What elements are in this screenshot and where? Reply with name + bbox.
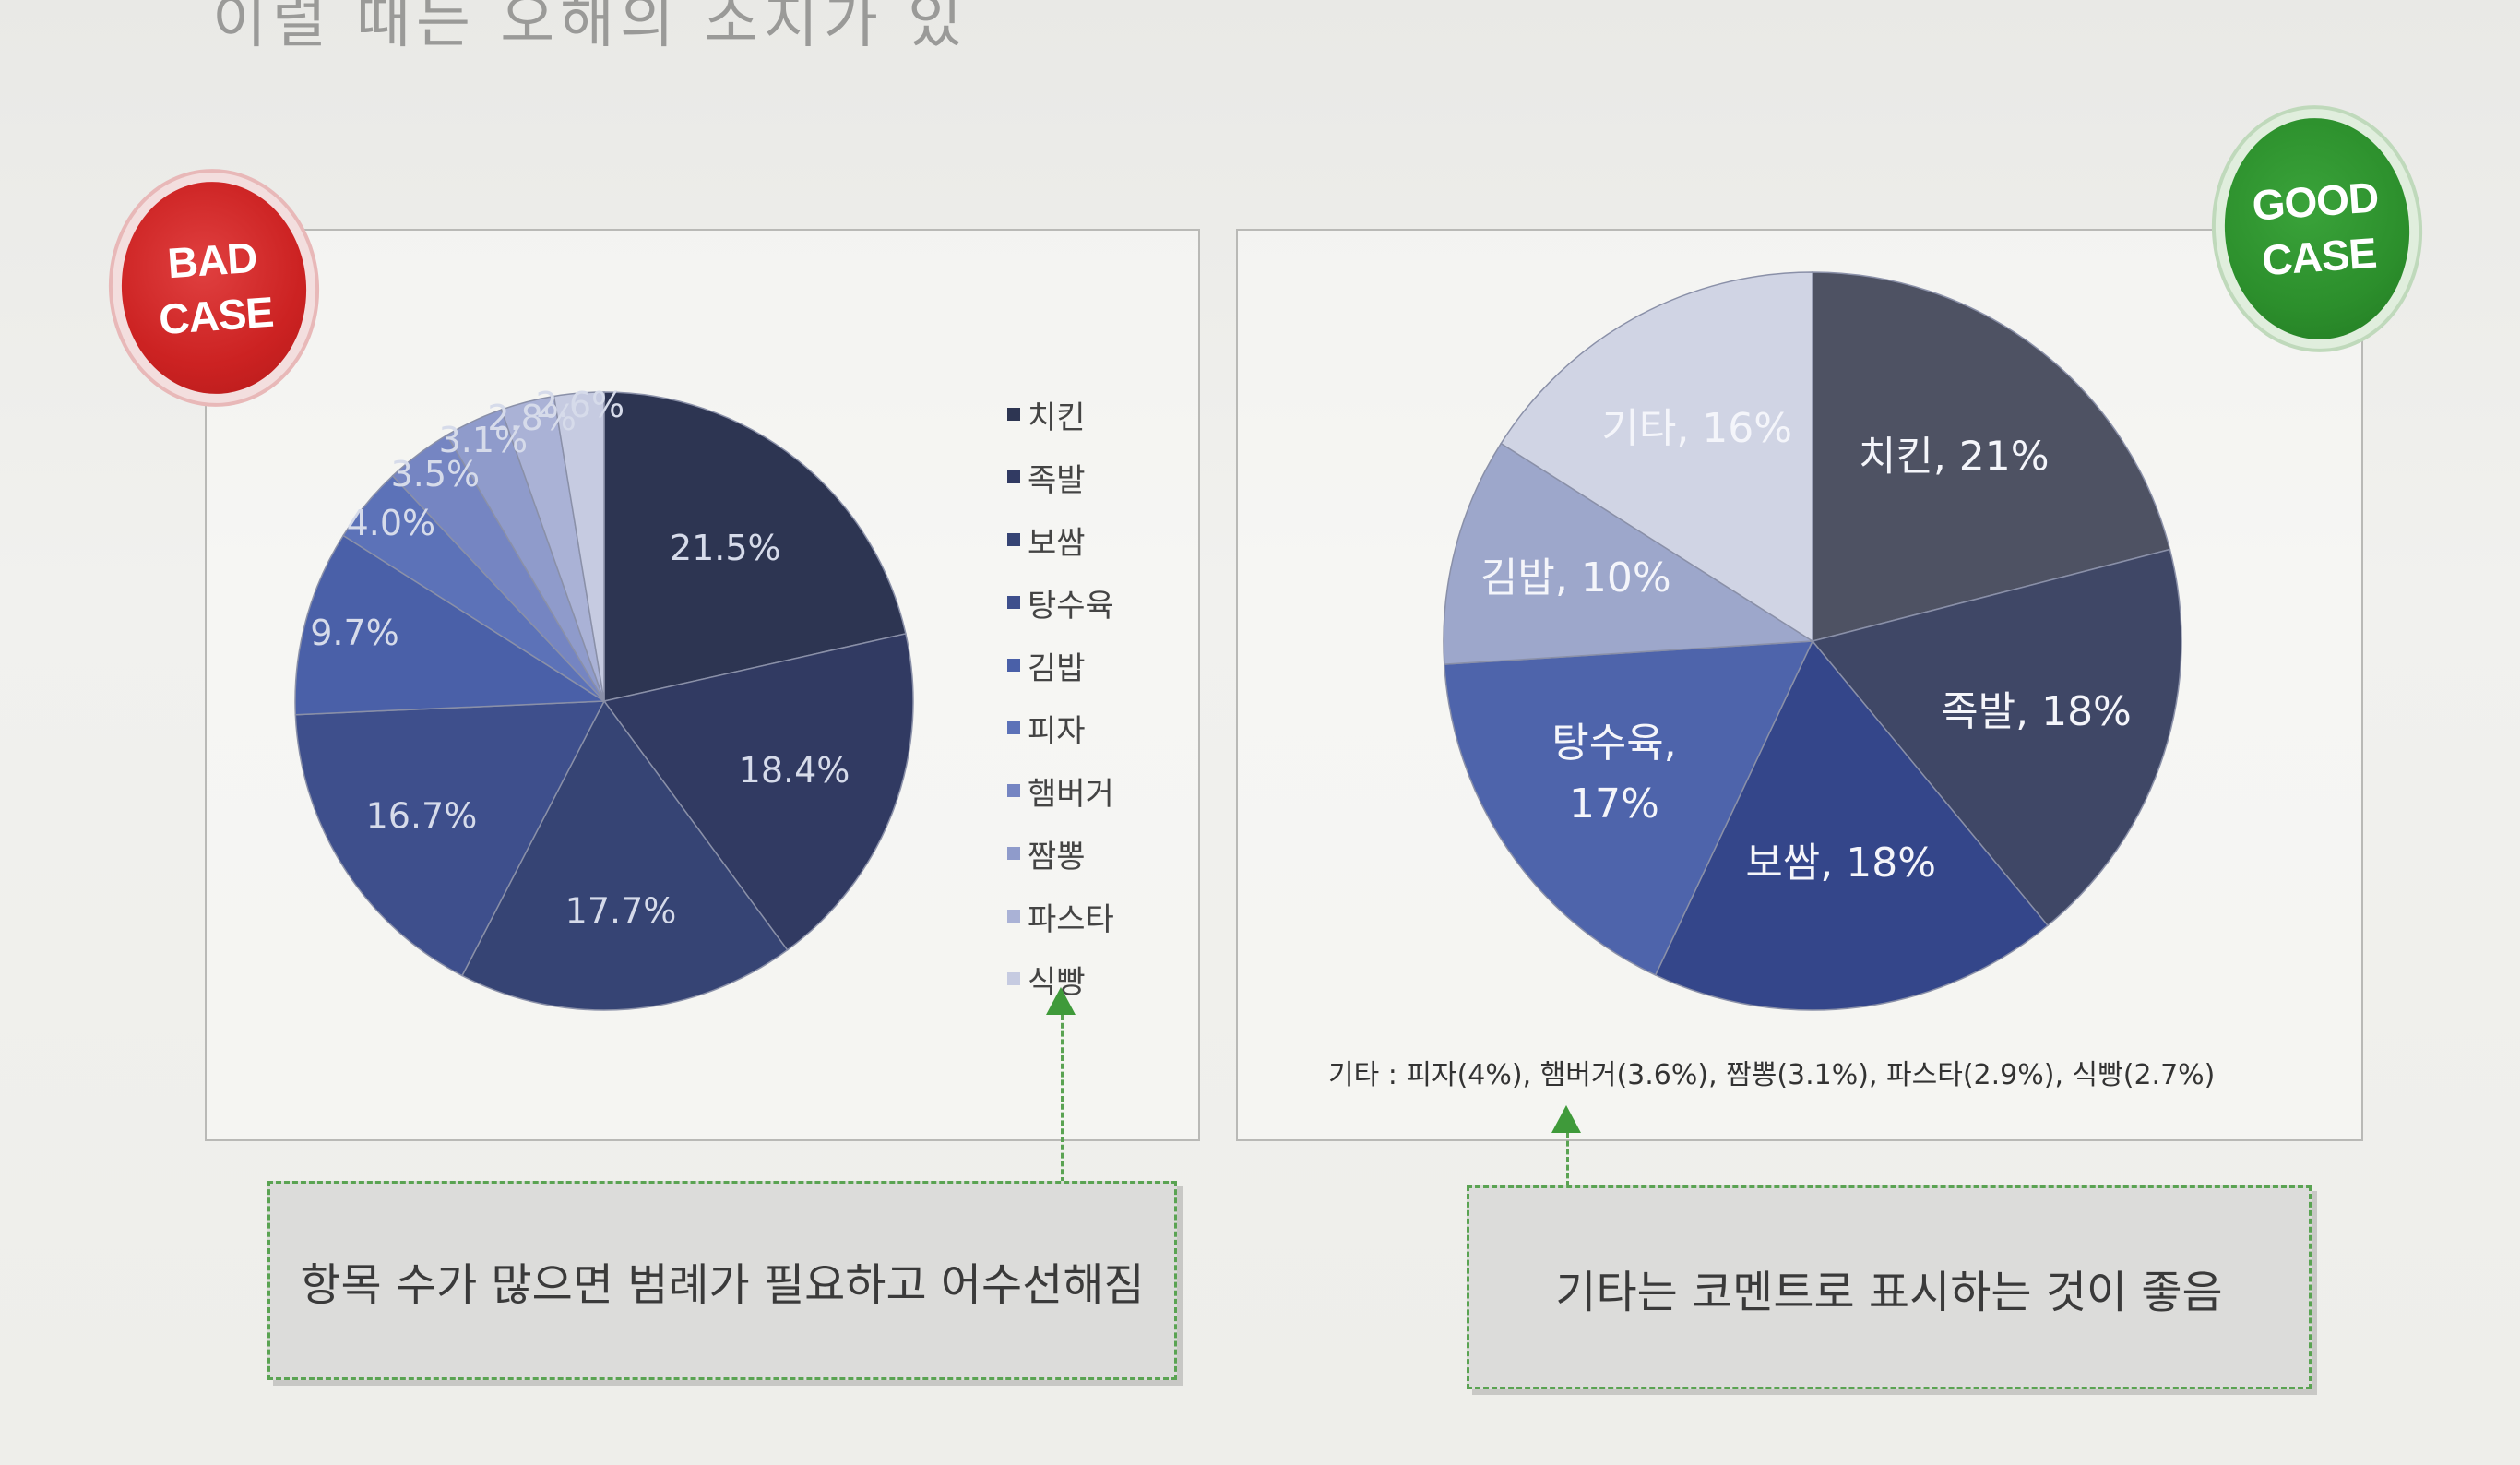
legend-label: 짬뽕: [1028, 838, 1086, 875]
good-slice-label-1: 치킨, 21%: [1859, 433, 2050, 480]
good-badge-line2: CASE: [2260, 228, 2378, 285]
bad-slice-3: [461, 699, 789, 1011]
legend-swatch: [1007, 596, 1020, 609]
legend-label: 파스타: [1028, 900, 1114, 938]
bad-badge-line1: BAD: [165, 232, 258, 288]
note-arrow-icon: [1551, 1105, 1581, 1133]
legend-swatch: [1007, 784, 1020, 797]
legend-arrow-icon: [1046, 987, 1076, 1015]
good-badge-line1: GOOD: [2250, 173, 2380, 230]
legend-item: 햄버거: [1007, 759, 1114, 822]
bad-slice-5: [294, 534, 607, 716]
legend-swatch: [1007, 721, 1020, 734]
legend-item: 김밥: [1007, 634, 1114, 697]
good-slice-5: [1443, 442, 1815, 665]
bad-case-legend: 치킨 족발 보쌈 탕수육 김밥 피자 햄버거 짬뽕 파스타 식빵: [1007, 383, 1114, 1010]
bad-slice-label-9: 2.8%: [487, 397, 577, 437]
bad-slice-label-8: 3.1%: [439, 420, 529, 460]
good-slice-label-3: 보쌈, 18%: [1745, 840, 1936, 887]
legend-label: 족발: [1028, 461, 1086, 499]
right-connector: [1566, 1133, 1569, 1186]
legend-swatch: [1007, 470, 1020, 483]
etc-note: 기타 : 피자(4%), 햄버거(3.6%), 짬뽕(3.1%), 파스타(2.…: [1328, 1059, 2216, 1091]
bad-case-pie: 21.5% 18.4% 17.7% 16.7% 9.7% 4.0% 3.5%3.1%2.8%…: [294, 385, 914, 1011]
bad-slice-label-1: 21.5%: [670, 528, 781, 568]
good-case-pie: 치킨, 21% 족발, 18% 보쌈, 18% 탕수육, 17% 김밥, 10% 기타, 1…: [1443, 271, 2182, 1011]
legend-item: 파스타: [1007, 885, 1114, 947]
legend-swatch: [1007, 910, 1020, 923]
legend-item: 보쌈: [1007, 508, 1114, 571]
bad-slice-10: [553, 391, 605, 702]
bad-slice-label-5: 9.7%: [310, 612, 399, 652]
legend-swatch: [1007, 847, 1020, 860]
good-slice-label-6: 기타, 16%: [1601, 405, 1792, 452]
good-case-callout: 기타는 코멘트로 표시하는 것이 좋음: [1467, 1185, 2312, 1389]
bad-slice-label-3: 17.7%: [565, 890, 677, 931]
top-body-text: 이럴 때는 오해의 소지가 있: [212, 0, 969, 56]
bad-slice-2: [602, 633, 914, 951]
bad-badge-line2: CASE: [157, 287, 275, 344]
good-slice-label-2: 족발, 18%: [1941, 688, 2132, 735]
legend-label: 피자: [1028, 712, 1086, 750]
legend-item: 짬뽕: [1007, 822, 1114, 885]
bad-slice-label-6: 4.0%: [347, 502, 436, 542]
bad-slice-1: [603, 391, 907, 702]
legend-label: 보쌈: [1028, 524, 1086, 562]
bad-case-callout: 항목 수가 많으면 범례가 필요하고 어수선해짐: [267, 1181, 1177, 1380]
legend-label: 탕수육: [1028, 587, 1114, 625]
legend-label: 김밥: [1028, 649, 1086, 687]
legend-item: 치킨: [1007, 383, 1114, 446]
bad-slice-label-7: 3.5%: [391, 454, 481, 494]
bad-slice-label-10: 2.6%: [536, 385, 625, 425]
good-slice-6: [1500, 271, 1813, 643]
legend-label: 치킨: [1028, 399, 1086, 436]
legend-item: 피자: [1007, 697, 1114, 759]
good-slice-1: [1812, 271, 2171, 642]
legend-swatch: [1007, 659, 1020, 672]
good-slice-label-4: 탕수육, 17%: [1551, 720, 1676, 828]
good-slice-4: [1443, 640, 1814, 976]
legend-swatch: [1007, 408, 1020, 421]
legend-item: 족발: [1007, 446, 1114, 508]
bad-slice-label-2: 18.4%: [739, 750, 850, 791]
good-slice-2: [1811, 548, 2182, 927]
bad-slice-4: [294, 700, 606, 977]
left-connector: [1061, 1015, 1064, 1183]
legend-label: 햄버거: [1028, 775, 1114, 813]
legend-swatch: [1007, 972, 1020, 985]
bad-slice-label-4: 16.7%: [366, 795, 478, 836]
legend-item: 탕수육: [1007, 571, 1114, 634]
legend-swatch: [1007, 533, 1020, 546]
good-slice-label-5: 김밥, 10%: [1480, 554, 1671, 601]
good-slice-3: [1654, 639, 2050, 1011]
